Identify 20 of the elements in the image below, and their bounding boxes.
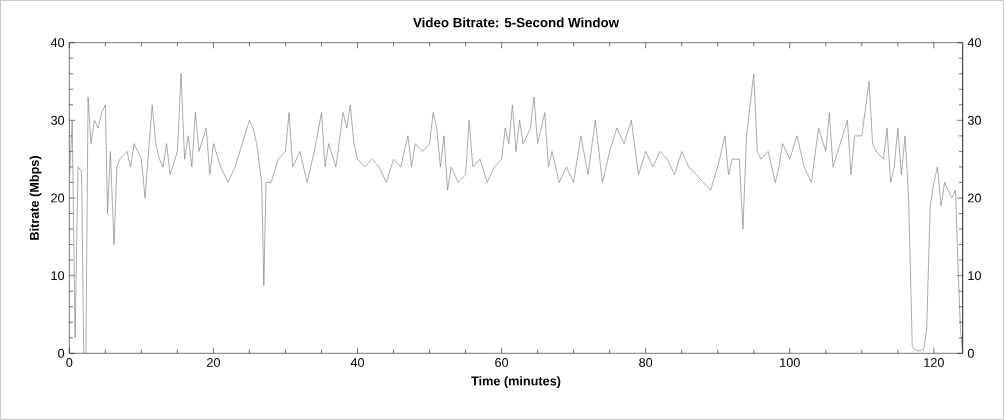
x-axis-title: Time (minutes) [471,376,561,388]
y2-tick-label: 10 [968,271,981,281]
y-axis-title: Bitrate (Mbps) [29,156,42,240]
x-tick-label: 0 [66,358,73,367]
y-tick-label: 20 [51,193,65,203]
x-tick-label: 20 [207,358,220,367]
y2-tick-label: 0 [967,348,974,358]
y2-tick-label: 40 [967,38,981,48]
y-tick-label: 10 [51,271,65,281]
x-tick-label: 80 [639,358,653,367]
x-tick-label: 60 [495,358,509,367]
x-tick-label: 120 [924,358,944,367]
y2-tick-label: 30 [967,115,981,125]
x-tick-label: 100 [780,358,800,367]
y-tick-label: 30 [51,115,65,125]
y2-tick-label: 20 [968,193,981,203]
y-tick-label: 40 [50,38,65,48]
y-tick-label: 0 [58,348,65,358]
chart-title: Video Bitrate: 5-Second Window [413,17,620,28]
x-tick-label: 40 [350,358,365,367]
